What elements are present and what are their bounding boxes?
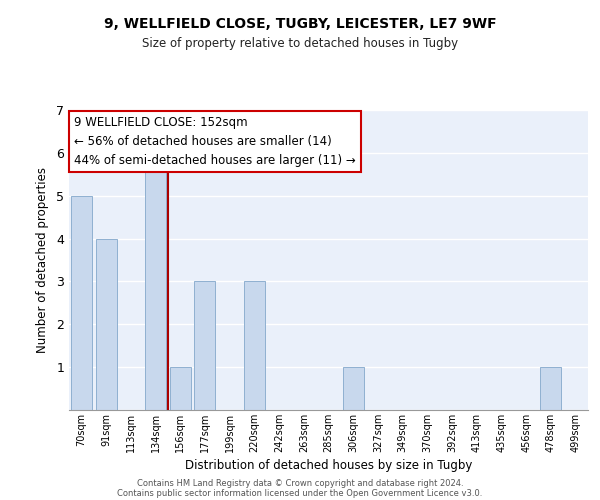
Bar: [145, 153, 166, 410]
Bar: [194, 282, 215, 410]
X-axis label: Distribution of detached houses by size in Tugby: Distribution of detached houses by size …: [185, 459, 472, 472]
Text: Size of property relative to detached houses in Tugby: Size of property relative to detached ho…: [142, 38, 458, 51]
Text: Contains public sector information licensed under the Open Government Licence v3: Contains public sector information licen…: [118, 488, 482, 498]
Bar: [170, 367, 191, 410]
Bar: [95, 238, 116, 410]
Bar: [244, 282, 265, 410]
Bar: [541, 367, 562, 410]
Text: 9, WELLFIELD CLOSE, TUGBY, LEICESTER, LE7 9WF: 9, WELLFIELD CLOSE, TUGBY, LEICESTER, LE…: [104, 18, 496, 32]
Bar: [343, 367, 364, 410]
Text: 9 WELLFIELD CLOSE: 152sqm
← 56% of detached houses are smaller (14)
44% of semi-: 9 WELLFIELD CLOSE: 152sqm ← 56% of detac…: [74, 116, 356, 167]
Y-axis label: Number of detached properties: Number of detached properties: [36, 167, 49, 353]
Text: Contains HM Land Registry data © Crown copyright and database right 2024.: Contains HM Land Registry data © Crown c…: [137, 478, 463, 488]
Bar: [71, 196, 92, 410]
